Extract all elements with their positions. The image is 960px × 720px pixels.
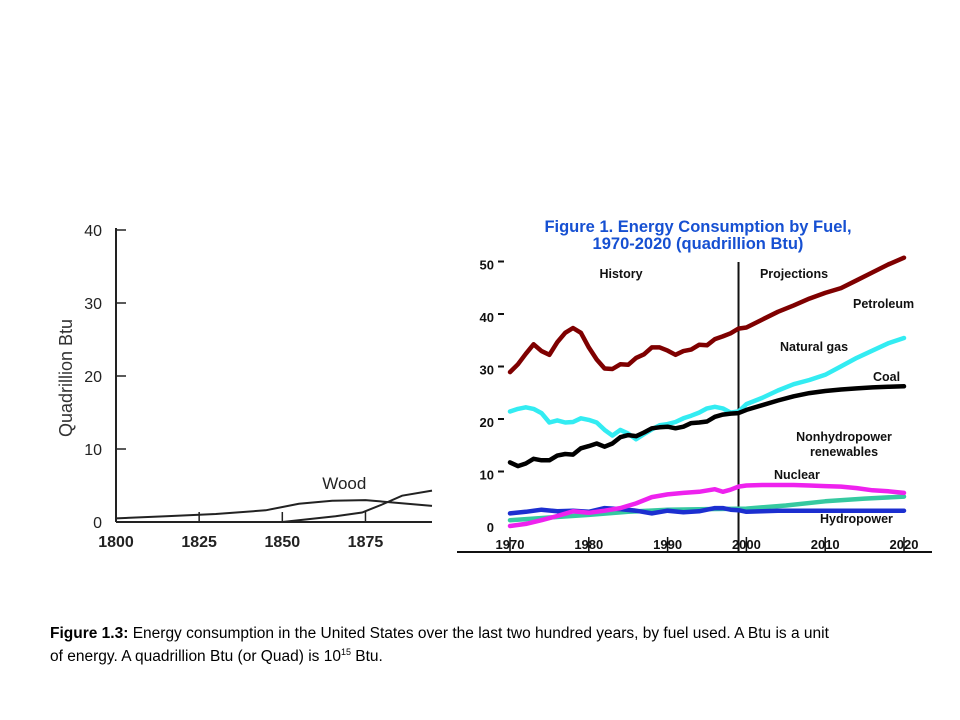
coal-series-line (507, 384, 907, 469)
caption-figure-number: Figure 1.3: (50, 625, 129, 642)
right-y-tick-label: 10 (480, 468, 494, 483)
wood-annotation: Wood (322, 474, 366, 493)
right-y-tick-label: 40 (480, 310, 494, 325)
left-y-tick-label: 40 (84, 223, 102, 240)
left-y-tick-label: 0 (93, 515, 102, 532)
right-axes: 0 10 20 30 40 50 1970 1980 1990 2000 2010 2020 (457, 258, 932, 553)
left-y-tick-label: 20 (84, 369, 102, 386)
left-series-line (282, 489, 433, 523)
right-x-tick-label: 1980 (574, 537, 603, 552)
left-x-tick-label: 1825 (181, 534, 217, 551)
left-series-group: Wood (115, 474, 433, 523)
left-axes: 0 10 20 30 40 1800 1825 1850 1875 (84, 223, 432, 551)
right-chart-title-line2: 1970-2020 (quadrillion Btu) (593, 235, 804, 253)
right-y-tick-label: 20 (480, 415, 494, 430)
right-y-tick-label: 0 (487, 520, 494, 535)
right-y-tick-label: 30 (480, 363, 494, 378)
renewables-label-line1: Nonhydropower (796, 430, 892, 444)
left-x-tick-label: 1850 (265, 534, 301, 551)
left-x-tick-label: 1875 (348, 534, 384, 551)
renewables-series-line (507, 494, 907, 523)
right-x-tick-label: 2020 (890, 537, 919, 552)
nuclear-series-line (507, 482, 907, 529)
right-x-tick-label: 2010 (811, 537, 840, 552)
right-y-tick-label: 50 (480, 258, 494, 273)
hydropower-label: Hydropower (820, 512, 893, 526)
petroleum-series-line (507, 255, 907, 375)
figure-caption: Figure 1.3: Energy consumption in the Un… (50, 622, 830, 668)
natural-gas-series-line (507, 335, 907, 442)
hydropower-series-line (507, 505, 907, 516)
caption-suffix: Btu. (350, 648, 383, 665)
left-x-tick-label: 1800 (98, 534, 134, 551)
right-x-tick-label: 1990 (653, 537, 682, 552)
projections-label: Projections (760, 267, 828, 281)
nuclear-label: Nuclear (774, 468, 820, 482)
coal-label: Coal (873, 370, 900, 384)
natural-gas-label: Natural gas (780, 340, 848, 354)
right-series-group (507, 255, 907, 529)
left-y-tick-label: 30 (84, 296, 102, 313)
caption-exponent: 15 (340, 647, 351, 657)
caption-text: Energy consumption in the United States … (50, 625, 829, 665)
wood-series-line (115, 499, 433, 520)
left-y-tick-label: 10 (84, 442, 102, 459)
right-x-tick-label: 2000 (732, 537, 761, 552)
right-chart-title-line1: Figure 1. Energy Consumption by Fuel, (544, 218, 851, 236)
right-x-tick-label: 1970 (496, 537, 525, 552)
history-label: History (599, 267, 642, 281)
left-y-axis-title: Quadrillion Btu (56, 319, 76, 437)
petroleum-label: Petroleum (853, 297, 914, 311)
renewables-label-line2: renewables (810, 445, 878, 459)
